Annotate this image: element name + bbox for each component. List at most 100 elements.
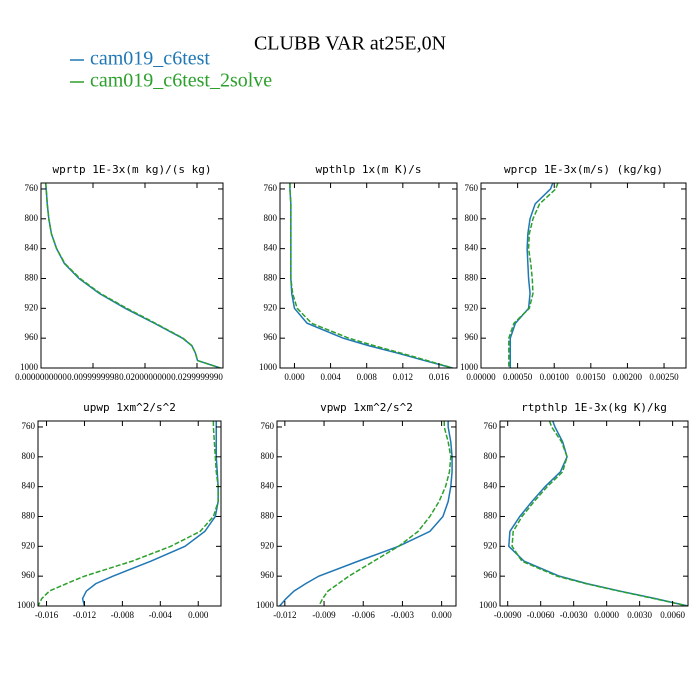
y-tick-label: 760: [465, 183, 479, 193]
profile-line: [38, 421, 219, 606]
x-tick-label: 0.0099999998: [67, 372, 119, 382]
y-tick-label: 800: [261, 451, 275, 461]
plot-frame: [276, 420, 457, 607]
x-tick-label: 0.016: [429, 372, 450, 382]
x-tick-label: 0.012: [393, 372, 413, 382]
profile-line: [279, 421, 453, 606]
y-tick-label: 840: [261, 481, 275, 491]
y-tick-label: 880: [261, 511, 275, 521]
y-tick-label: 840: [484, 481, 498, 491]
panel-title: upwp 1xm^2/s^2: [83, 401, 176, 414]
y-tick-label: 760: [22, 421, 36, 431]
y-tick-label: 760: [484, 421, 498, 431]
y-tick-label: 800: [264, 213, 278, 223]
y-tick-label: 920: [22, 540, 36, 550]
legend-label: cam019_c6test_2solve: [90, 70, 272, 92]
x-tick-label: -0.0060: [527, 610, 555, 620]
profile-line: [44, 183, 221, 368]
profile-line: [508, 183, 559, 368]
figure-title: CLUBB VAR at25E,0N: [254, 33, 446, 55]
x-tick-label: 0.004: [320, 372, 341, 382]
y-tick-label: 760: [264, 183, 278, 193]
x-tick-label: -0.009: [312, 610, 336, 620]
x-tick-label: -0.008: [111, 610, 135, 620]
y-tick-label: 920: [261, 540, 275, 550]
x-tick-label: 0.0000: [594, 610, 619, 620]
y-tick-label: 880: [484, 511, 498, 521]
x-tick-label: 0.0030: [627, 610, 652, 620]
y-tick-label: 800: [484, 451, 498, 461]
plot-frame: [40, 182, 224, 369]
x-tick-label: 0.00200: [613, 372, 643, 382]
y-tick-label: 840: [25, 243, 39, 253]
plot-frame: [279, 182, 458, 369]
y-tick-label: 920: [484, 540, 498, 550]
y-tick-label: 1000: [460, 362, 479, 372]
x-tick-label: 0.000: [432, 610, 453, 620]
y-tick-label: 1000: [479, 600, 498, 610]
x-tick-label: 0.00150: [576, 372, 606, 382]
y-tick-label: 880: [264, 273, 278, 283]
x-tick-label: 0.0299999990: [171, 372, 223, 382]
y-tick-label: 920: [465, 302, 479, 312]
x-tick-label: 0.000: [188, 610, 209, 620]
panel-title: wprcp 1E-3x(m/s) (kg/kg): [504, 163, 663, 176]
y-tick-label: 960: [465, 332, 479, 342]
x-tick-label: 0.0000000000: [15, 372, 67, 382]
panel-title: wpthlp 1x(m K)/s: [316, 163, 422, 176]
y-tick-label: 840: [465, 243, 479, 253]
x-tick-label: 0.00250: [649, 372, 679, 382]
y-tick-label: 960: [261, 570, 275, 580]
x-tick-label: 0.0060: [660, 610, 685, 620]
y-tick-label: 760: [261, 421, 275, 431]
x-tick-label: -0.012: [73, 610, 96, 620]
profile-line: [44, 183, 221, 368]
x-tick-label: 0.0200000000: [119, 372, 171, 382]
y-tick-label: 960: [25, 332, 39, 342]
profile-line: [509, 183, 554, 368]
y-tick-label: 880: [22, 511, 36, 521]
profile-line: [289, 183, 453, 368]
x-tick-label: -0.016: [35, 610, 59, 620]
profile-line: [511, 421, 688, 606]
x-tick-label: -0.0030: [560, 610, 588, 620]
y-tick-label: 960: [484, 570, 498, 580]
y-tick-label: 880: [465, 273, 479, 283]
profile-line: [318, 421, 452, 606]
x-tick-label: 0.00100: [540, 372, 570, 382]
panel-title: vpwp 1xm^2/s^2: [320, 401, 413, 414]
y-tick-label: 840: [264, 243, 278, 253]
x-tick-label: 0.00000: [466, 372, 496, 382]
y-tick-label: 920: [25, 302, 39, 312]
panel-title: rtpthlp 1E-3x(kg K)/kg: [521, 401, 667, 414]
x-tick-label: -0.012: [273, 610, 296, 620]
plot-frame: [480, 182, 687, 369]
x-tick-label: -0.006: [352, 610, 376, 620]
y-tick-label: 1000: [17, 600, 36, 610]
y-tick-label: 960: [22, 570, 36, 580]
profile-line: [81, 421, 219, 606]
y-tick-label: 960: [264, 332, 278, 342]
panel-title: wprtp 1E-3x(m kg)/(s kg): [53, 163, 212, 176]
plot-frame: [499, 420, 689, 607]
y-tick-label: 1000: [259, 362, 278, 372]
plot-frame: [37, 420, 222, 607]
profile-line: [508, 421, 688, 606]
y-tick-label: 920: [264, 302, 278, 312]
y-tick-label: 760: [25, 183, 39, 193]
y-tick-label: 800: [22, 451, 36, 461]
x-tick-label: -0.0090: [494, 610, 522, 620]
x-tick-label: 0.00050: [503, 372, 533, 382]
x-tick-label: 0.008: [357, 372, 378, 382]
y-tick-label: 800: [465, 213, 479, 223]
y-tick-label: 1000: [256, 600, 275, 610]
y-tick-label: 1000: [20, 362, 39, 372]
y-tick-label: 800: [25, 213, 39, 223]
y-tick-label: 840: [22, 481, 36, 491]
y-tick-label: 880: [25, 273, 39, 283]
legend-label: cam019_c6test: [90, 48, 210, 70]
x-tick-label: -0.003: [391, 610, 415, 620]
x-tick-label: 0.000: [284, 372, 305, 382]
profile-line: [289, 183, 453, 368]
